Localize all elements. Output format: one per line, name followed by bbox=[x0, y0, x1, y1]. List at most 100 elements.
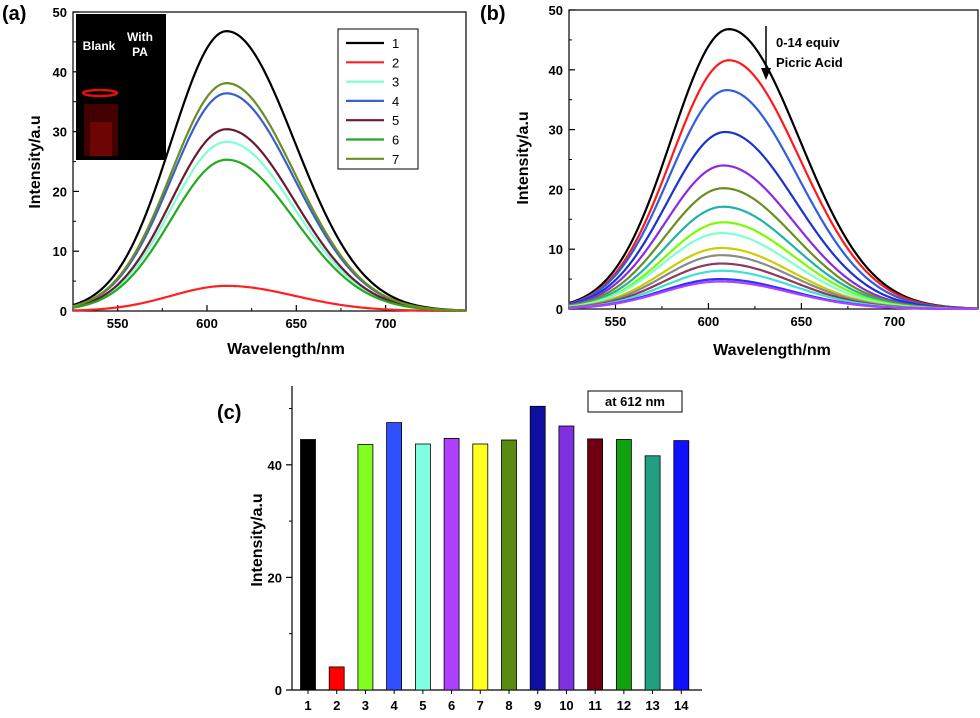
panel-c-x-tick-label-7: 7 bbox=[477, 698, 484, 713]
panel-a-plot-area bbox=[72, 11, 467, 312]
annotation-box bbox=[587, 390, 683, 413]
panel-b-series-lines bbox=[568, 28, 979, 311]
panel-b-x-tick-label: 700 bbox=[883, 314, 905, 329]
panel-c-y-axis-title: Intensity/a.u bbox=[249, 493, 266, 586]
panel-a-y-axis-title: Intensity/a.u bbox=[27, 115, 44, 208]
panel-b-y-tick-label: 50 bbox=[549, 3, 563, 18]
panel-c-axes bbox=[291, 386, 702, 691]
legend-label-2: 2 bbox=[392, 55, 399, 70]
inset-label-blank: Blank bbox=[83, 39, 116, 53]
panel-a-x-tick-label: 600 bbox=[196, 316, 218, 331]
panel-a-y-tick-label: 0 bbox=[60, 304, 67, 319]
legend-label-3: 3 bbox=[392, 75, 399, 90]
panel-b-y-tick-label: 30 bbox=[549, 123, 563, 138]
inset-meniscus bbox=[81, 88, 119, 98]
panel-b-series-line-15 bbox=[568, 280, 979, 311]
panel-a-label: (a) bbox=[2, 3, 26, 25]
panel-c-annotation: at 612 nm bbox=[587, 390, 683, 413]
panel-b-y-tick-label: 40 bbox=[549, 63, 563, 78]
bar-4 bbox=[386, 422, 403, 691]
panel-c-x-tick-label-2: 2 bbox=[333, 698, 340, 713]
bar-8 bbox=[501, 439, 517, 691]
panel-c-x-tick-label-8: 8 bbox=[505, 698, 512, 713]
bar-9 bbox=[529, 405, 546, 691]
panel-a-series-line-6 bbox=[72, 158, 467, 312]
panel-a-x-tick-label: 550 bbox=[107, 316, 129, 331]
panel-b-x-tick-label: 600 bbox=[698, 314, 720, 329]
panel-c-x-tick-label-14: 14 bbox=[674, 698, 689, 713]
panel-c-x-tick-label-11: 11 bbox=[588, 698, 602, 713]
panel-a-y-tick-label: 40 bbox=[53, 65, 67, 80]
bar-3 bbox=[357, 444, 374, 691]
panel-b-y-axis-title: Intensity/a.u bbox=[515, 111, 532, 204]
panel-b-x-tick-label: 550 bbox=[605, 314, 627, 329]
panel-c-x-tick-label-6: 6 bbox=[448, 698, 455, 713]
panel-b-y-tick-label: 0 bbox=[556, 302, 563, 317]
legend-label-1: 1 bbox=[392, 36, 399, 51]
bar-13 bbox=[644, 455, 661, 691]
annotation-line-2: Picric Acid bbox=[776, 55, 843, 70]
panel-a-x-axis-title: Wavelength/nm bbox=[227, 341, 345, 358]
panel-c-y-tick-label: 0 bbox=[275, 683, 282, 698]
panel-a-series-line-7 bbox=[72, 82, 467, 312]
panel-a: (a) 550 600 650 700 0 10 20 30 40 50 Wavelength/n… bbox=[2, 3, 467, 358]
panel-c-y-tick-label: 20 bbox=[268, 570, 282, 585]
panel-b-series-line-1 bbox=[568, 28, 979, 310]
panel-c-bars bbox=[300, 405, 690, 691]
inset-label-with: With bbox=[127, 30, 153, 44]
panel-a-x-tick-label: 700 bbox=[375, 316, 397, 331]
legend-label-4: 4 bbox=[392, 94, 399, 109]
panel-b-x-tick-label: 650 bbox=[791, 314, 813, 329]
panel-c-x-tick-label-3: 3 bbox=[362, 698, 369, 713]
legend-label-5: 5 bbox=[392, 113, 399, 128]
panel-c-x-tick-label-13: 13 bbox=[645, 698, 659, 713]
annotation-text: at 612 nm bbox=[605, 394, 665, 409]
panel-c-x-tick-label-12: 12 bbox=[617, 698, 631, 713]
panel-a-x-tick-label: 650 bbox=[285, 316, 307, 331]
panel-b-annotation: 0-14 equiv Picric Acid bbox=[761, 26, 843, 80]
panel-b-series-line-2 bbox=[568, 59, 979, 310]
panel-c-x-tick-label-1: 1 bbox=[304, 698, 311, 713]
panel-b-series-line-3 bbox=[568, 89, 979, 310]
panel-a-axes-frame bbox=[72, 11, 467, 312]
bar-11 bbox=[587, 438, 603, 691]
panel-a-series-line-1 bbox=[72, 30, 467, 312]
panel-b-series-line-4 bbox=[568, 130, 979, 310]
panel-a-y-tick-label: 10 bbox=[53, 244, 67, 259]
panel-a-inset-photo: Blank With PA bbox=[76, 14, 166, 160]
bar-2 bbox=[328, 666, 345, 691]
panel-b-axes-frame bbox=[568, 9, 979, 310]
bar-6 bbox=[443, 437, 460, 691]
panel-b-label: (b) bbox=[480, 3, 506, 25]
bar-10 bbox=[558, 425, 575, 691]
annotation-line-1: 0-14 equiv bbox=[776, 35, 840, 50]
inset-label-pa: PA bbox=[132, 45, 148, 59]
panel-a-series-lines bbox=[72, 30, 467, 313]
panel-a-y-tick-label: 30 bbox=[53, 125, 67, 140]
panel-b-x-axis-title: Wavelength/nm bbox=[713, 342, 831, 359]
panel-a-ticks: 550 600 650 700 0 10 20 30 40 50 bbox=[53, 5, 431, 331]
panel-c-label: (c) bbox=[217, 402, 241, 424]
panel-a-series-line-5 bbox=[72, 128, 467, 312]
panel-c-x-tick-label-9: 9 bbox=[534, 698, 541, 713]
panel-a-legend: 1 2 3 4 5 6 7 bbox=[337, 28, 419, 170]
panel-b-y-tick-label: 10 bbox=[549, 242, 563, 257]
panel-b: (b) 550 600 650 700 0 10 20 30 40 50 Wavelength/n… bbox=[480, 3, 979, 359]
legend-label-7: 7 bbox=[392, 152, 399, 167]
panel-b-y-tick-label: 20 bbox=[549, 182, 563, 197]
inset-glow-core bbox=[90, 122, 112, 156]
panel-c-x-tick-label-5: 5 bbox=[419, 698, 426, 713]
panel-c-y-tick-label: 40 bbox=[268, 458, 282, 473]
panel-a-y-tick-label: 20 bbox=[53, 184, 67, 199]
panel-a-series-line-2 bbox=[72, 284, 466, 313]
legend-label-6: 6 bbox=[392, 133, 399, 148]
bar-7 bbox=[472, 443, 489, 691]
panel-c-x-tick-label-4: 4 bbox=[391, 698, 399, 713]
annotation-arrow-head bbox=[761, 68, 771, 80]
bar-1 bbox=[300, 439, 316, 691]
bar-14 bbox=[673, 440, 690, 691]
panel-a-y-tick-label: 50 bbox=[53, 5, 67, 20]
